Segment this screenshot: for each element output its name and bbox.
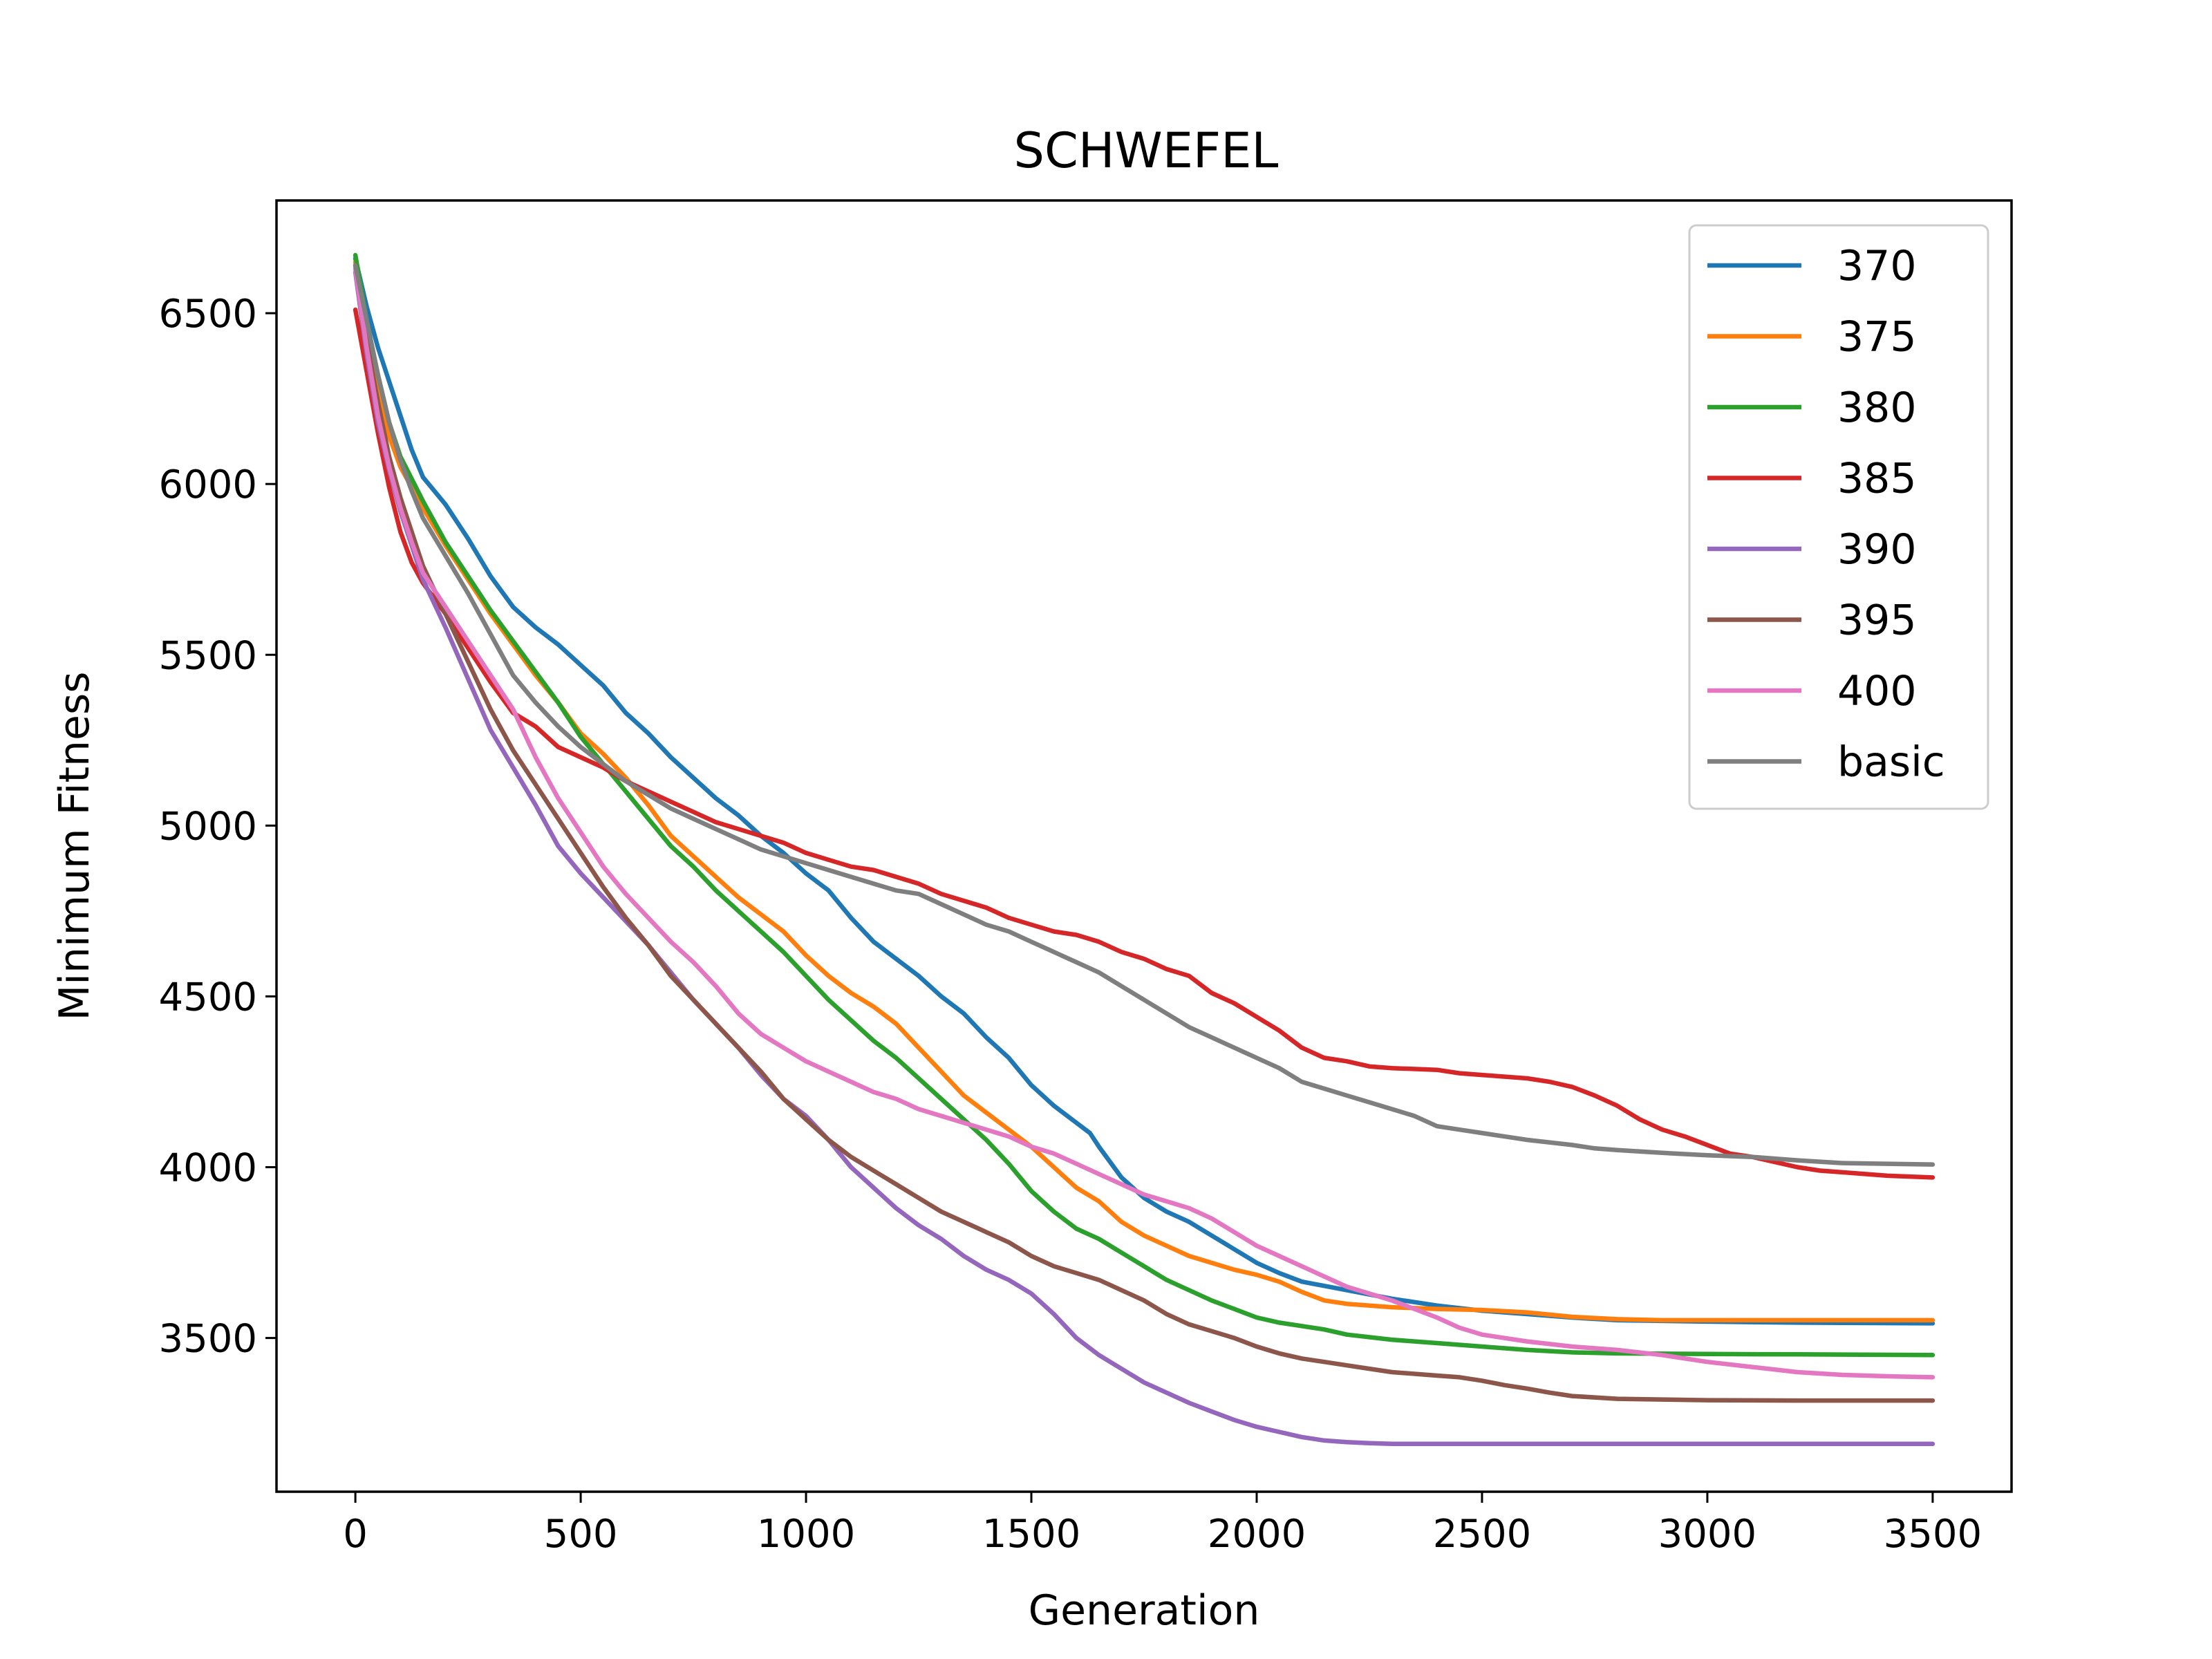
x-tick-label: 3500 <box>1884 1512 1983 1557</box>
plot-area-frame <box>275 199 2013 1493</box>
x-axis: 0 500 1000 1500 2000 2500 3000 3500 <box>343 1492 1982 1557</box>
legend-label: 380 <box>1837 384 1917 432</box>
chart-title: SCHWEFEL <box>1014 122 1279 179</box>
y-tick-label: 6000 <box>158 462 257 507</box>
y-tick-label: 5500 <box>158 633 257 678</box>
legend-item-390: 390 <box>1707 525 1917 574</box>
legend-label: 395 <box>1837 597 1917 645</box>
series-line-370 <box>353 256 1936 1326</box>
series-line-basic <box>353 263 1936 1167</box>
series-line-395 <box>353 263 1936 1403</box>
legend-label: 400 <box>1837 667 1917 715</box>
legend-items: 370 375 380 385 390 395 400 basic <box>1707 242 1945 787</box>
legend-item-380: 380 <box>1707 384 1917 432</box>
legend-label: 390 <box>1837 525 1917 574</box>
y-tick-label: 4000 <box>158 1146 257 1191</box>
y-tick-label: 3500 <box>158 1317 257 1362</box>
legend-label: 375 <box>1837 313 1917 362</box>
series-line-390 <box>353 270 1936 1447</box>
x-tick-label: 2500 <box>1433 1512 1532 1557</box>
y-axis: 3500 4000 4500 5000 5500 6000 6500 <box>158 292 276 1362</box>
legend-label: basic <box>1837 738 1945 787</box>
legend-item-375: 375 <box>1707 313 1917 362</box>
series-line-385 <box>353 307 1936 1180</box>
legend-label: 370 <box>1837 242 1917 290</box>
legend-label: 385 <box>1837 455 1917 503</box>
legend-item-basic: basic <box>1707 738 1945 787</box>
legend-box <box>1688 224 1989 810</box>
series-line-380 <box>353 252 1936 1358</box>
x-tick-label: 1000 <box>757 1512 856 1557</box>
legend-item-385: 385 <box>1707 455 1917 503</box>
x-tick-label: 1500 <box>982 1512 1081 1557</box>
legend-item-370: 370 <box>1707 242 1917 290</box>
x-axis-title: Generation <box>1029 1586 1260 1635</box>
x-tick-label: 3000 <box>1658 1512 1757 1557</box>
x-tick-label: 500 <box>544 1512 618 1557</box>
y-axis-title: Minimum Fitness <box>50 672 99 1021</box>
legend: 370 375 380 385 390 395 400 basic <box>1688 224 1989 810</box>
x-tick-label: 2000 <box>1208 1512 1306 1557</box>
y-tick-label: 6500 <box>158 292 257 337</box>
y-tick-label: 4500 <box>158 975 257 1020</box>
legend-item-395: 395 <box>1707 597 1917 645</box>
x-tick-label: 0 <box>343 1512 368 1557</box>
series-lines <box>353 252 1936 1447</box>
y-tick-label: 5000 <box>158 804 257 849</box>
legend-item-400: 400 <box>1707 667 1917 715</box>
series-line-400 <box>353 266 1936 1380</box>
